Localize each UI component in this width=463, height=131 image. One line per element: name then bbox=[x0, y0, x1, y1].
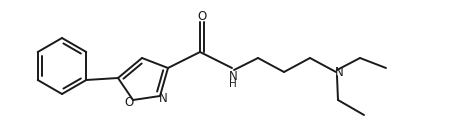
Text: H: H bbox=[229, 79, 237, 89]
Text: N: N bbox=[335, 67, 344, 80]
Text: O: O bbox=[125, 97, 134, 110]
Text: N: N bbox=[159, 91, 168, 105]
Text: N: N bbox=[229, 70, 238, 83]
Text: O: O bbox=[197, 10, 206, 23]
